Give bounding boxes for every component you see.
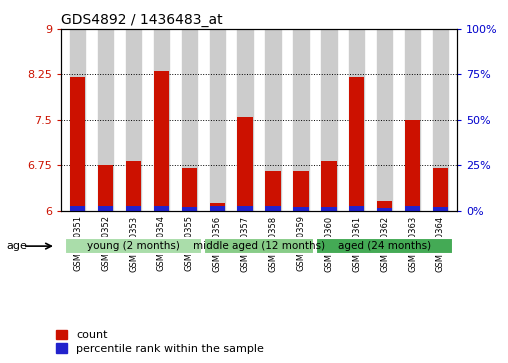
Bar (265, 29, 281, 211)
Bar (433, 207, 448, 211)
Bar (293, 207, 309, 211)
Bar (377, 201, 392, 211)
Bar (98, 165, 113, 211)
Bar (126, 206, 141, 211)
Bar (433, 168, 448, 211)
Text: GDS4892 / 1436483_at: GDS4892 / 1436483_at (61, 13, 223, 26)
Bar (377, 208, 392, 211)
FancyBboxPatch shape (204, 237, 314, 254)
Bar (237, 117, 253, 211)
Bar (321, 207, 336, 211)
Bar (321, 161, 336, 211)
Bar (265, 206, 281, 211)
FancyBboxPatch shape (65, 237, 202, 254)
FancyBboxPatch shape (316, 237, 453, 254)
Bar (349, 77, 364, 211)
Bar (182, 29, 197, 211)
Bar (237, 29, 253, 211)
Bar (210, 29, 225, 211)
Legend: count, percentile rank within the sample: count, percentile rank within the sample (56, 330, 264, 354)
Bar (126, 29, 141, 211)
Bar (265, 171, 281, 211)
Bar (377, 29, 392, 211)
Bar (349, 29, 364, 211)
Bar (321, 29, 336, 211)
Bar (182, 207, 197, 211)
Bar (98, 29, 113, 211)
Bar (293, 171, 309, 211)
Bar (405, 206, 420, 211)
Text: age: age (6, 241, 27, 251)
Bar (154, 29, 169, 211)
Bar (237, 206, 253, 211)
Bar (70, 77, 85, 211)
Bar (70, 206, 85, 211)
Bar (182, 168, 197, 211)
Bar (349, 206, 364, 211)
Text: middle aged (12 months): middle aged (12 months) (193, 241, 325, 250)
Bar (126, 161, 141, 211)
Bar (405, 29, 420, 211)
Bar (405, 120, 420, 211)
Bar (210, 206, 225, 211)
Bar (98, 206, 113, 211)
Bar (210, 203, 225, 211)
Bar (293, 29, 309, 211)
Text: aged (24 months): aged (24 months) (338, 241, 431, 250)
Bar (154, 206, 169, 211)
Bar (70, 29, 85, 211)
Bar (154, 72, 169, 211)
Text: young (2 months): young (2 months) (87, 241, 180, 250)
Bar (433, 29, 448, 211)
